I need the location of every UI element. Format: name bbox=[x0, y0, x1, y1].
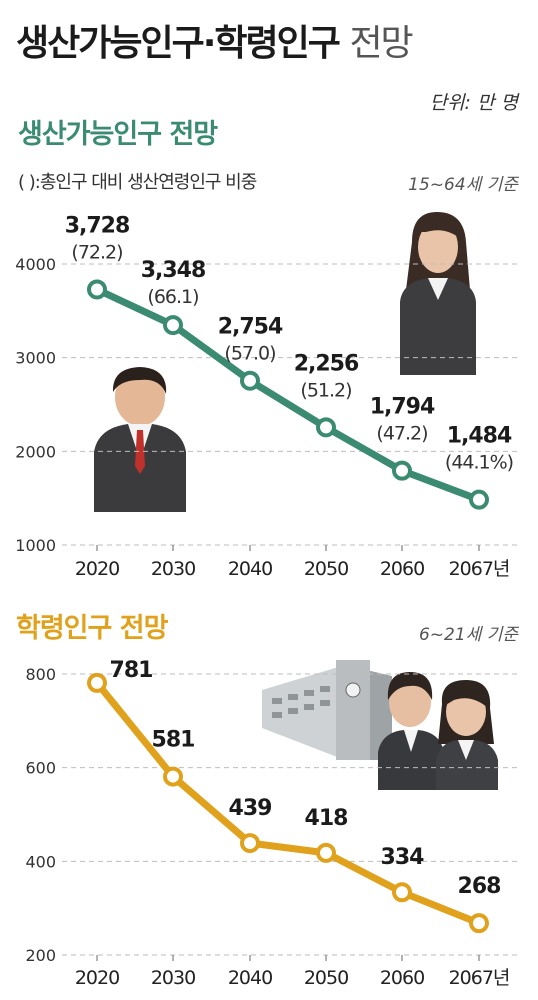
school-age-y-tick: 800 bbox=[25, 665, 56, 684]
working-age-point bbox=[240, 370, 260, 391]
working-age-x-tick: 2030 bbox=[151, 558, 195, 580]
working-age-x-tick: 2050 bbox=[304, 558, 348, 580]
school-age-y-tick: 600 bbox=[25, 759, 56, 778]
section2-basis: 6~21세 기준 bbox=[418, 625, 518, 645]
school-age-value-label: 581 bbox=[152, 728, 195, 753]
working-age-point bbox=[87, 279, 107, 300]
working-age-value-label: 2,256 bbox=[294, 351, 359, 376]
working-age-x-tick: 2060 bbox=[380, 558, 424, 580]
school-age-y-tick: 400 bbox=[25, 852, 56, 871]
working-age-y-tick: 4000 bbox=[15, 255, 56, 274]
working-age-point bbox=[316, 417, 336, 438]
working-age-value-label: 1,794 bbox=[370, 395, 435, 420]
working-age-value-label: 2,754 bbox=[218, 315, 283, 340]
school-age-point bbox=[163, 766, 183, 787]
working-age-series-line bbox=[93, 285, 483, 504]
working-age-value-label: 3,348 bbox=[141, 258, 206, 283]
working-age-x-tick: 2040 bbox=[228, 558, 272, 580]
school-age-point bbox=[469, 913, 489, 934]
section2-title: 학령인구 전망 bbox=[16, 613, 168, 644]
school-age-y-tick: 200 bbox=[25, 946, 56, 965]
school-age-x-tick: 2050 bbox=[304, 967, 348, 989]
working-age-share-label: (44.1%) bbox=[445, 452, 513, 474]
school-age-value-label: 334 bbox=[381, 845, 425, 870]
school-age-x-tick: 2030 bbox=[151, 967, 195, 989]
title-light: 전망 bbox=[349, 23, 413, 64]
section1-basis: 15~64세 기준 bbox=[408, 175, 518, 195]
working-age-share-label: (66.1) bbox=[147, 286, 198, 308]
school-age-value-label: 418 bbox=[305, 806, 348, 831]
school-age-x-tick: 2067년 bbox=[449, 967, 510, 989]
working-age-share-label: (72.2) bbox=[71, 241, 122, 263]
school-age-point bbox=[316, 842, 336, 863]
working-age-point bbox=[469, 489, 489, 510]
school-age-value-label: 268 bbox=[458, 874, 501, 899]
working-age-x-tick: 2020 bbox=[75, 558, 119, 580]
working-age-value-label: 3,728 bbox=[65, 213, 130, 238]
school-age-x-tick: 2020 bbox=[75, 967, 119, 989]
school-age-x-tick: 2040 bbox=[228, 967, 272, 989]
page-title: 생산가능인구·학령인구 전망 bbox=[16, 14, 414, 66]
working-age-value-label: 1,484 bbox=[447, 424, 512, 449]
section1-note: ( ):총인구 대비 생산연령인구 비중 bbox=[18, 172, 257, 193]
school-age-x-tick: 2060 bbox=[380, 967, 424, 989]
section1-title: 생산가능인구 전망 bbox=[18, 119, 218, 150]
school-age-point bbox=[392, 882, 412, 903]
working-age-x-tick: 2067년 bbox=[449, 558, 510, 580]
unit-label: 단위: 만 명 bbox=[429, 92, 518, 114]
working-age-share-label: (47.2) bbox=[376, 423, 427, 445]
working-age-y-tick: 3000 bbox=[15, 349, 56, 368]
school-age-point bbox=[240, 833, 260, 854]
school-age-series-line bbox=[93, 679, 483, 927]
school-age-value-label: 439 bbox=[229, 796, 272, 821]
school-age-point bbox=[87, 672, 107, 693]
school-age-value-label: 781 bbox=[110, 658, 153, 683]
working-age-y-tick: 2000 bbox=[15, 442, 56, 461]
working-age-share-label: (51.2) bbox=[300, 379, 351, 401]
working-age-chart: 1000 2000 3000 4000 2020 2030 2040 2050 2060 2067… bbox=[15, 213, 520, 580]
title-main: 생산가능인구·학령인구 bbox=[16, 23, 341, 64]
working-age-y-tick: 1000 bbox=[15, 536, 56, 555]
working-age-point bbox=[163, 315, 183, 336]
working-age-point bbox=[392, 460, 412, 481]
working-age-share-label: (57.0) bbox=[224, 343, 275, 365]
